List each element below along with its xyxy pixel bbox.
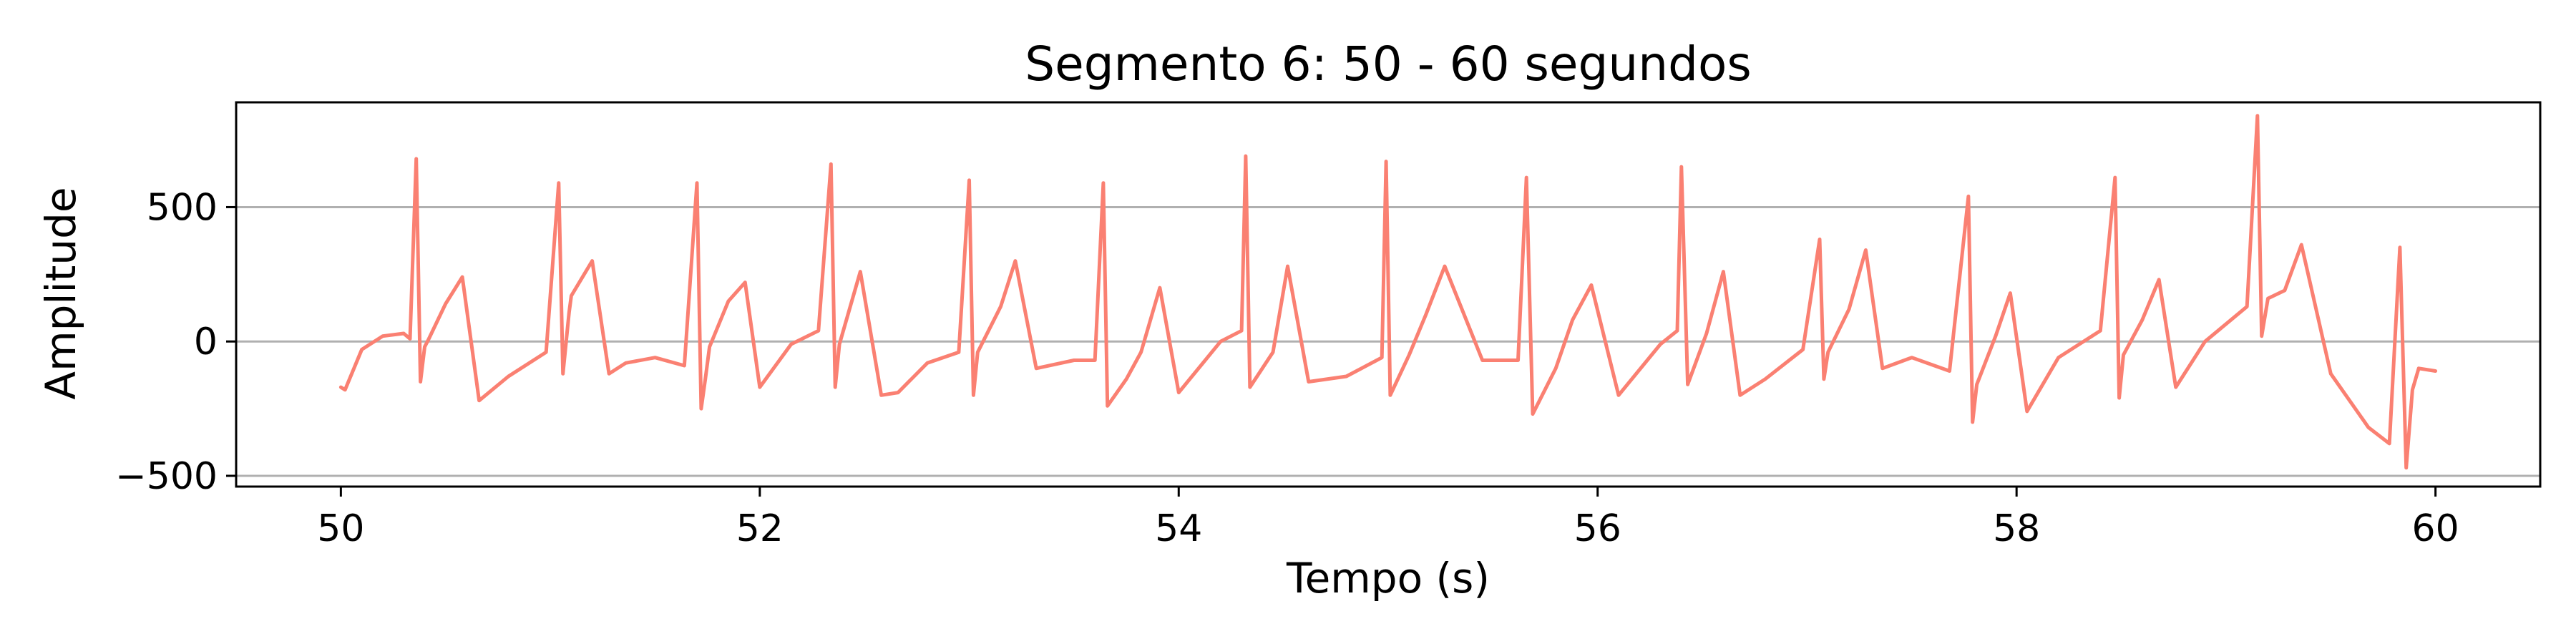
x-tick-label: 56 bbox=[1574, 507, 1621, 550]
y-tick-label: 0 bbox=[194, 321, 218, 364]
x-tick-label: 60 bbox=[2412, 507, 2459, 550]
x-axis: 50 52 54 56 58 60 bbox=[317, 487, 2459, 550]
y-tick-label: −500 bbox=[115, 455, 218, 498]
chart-title: Segmento 6: 50 - 60 segundos bbox=[1025, 36, 1752, 92]
x-tick-label: 52 bbox=[736, 507, 784, 550]
x-tick-label: 54 bbox=[1155, 507, 1202, 550]
x-tick-label: 58 bbox=[1993, 507, 2040, 550]
series-line bbox=[338, 114, 2438, 470]
y-tick-label: 500 bbox=[147, 186, 218, 229]
x-axis-label: Tempo (s) bbox=[1286, 554, 1490, 602]
y-axis-label: Amplitude bbox=[36, 187, 85, 399]
axes-frame bbox=[235, 101, 2542, 488]
y-axis: −500 0 500 bbox=[115, 186, 236, 498]
x-tick-label: 50 bbox=[317, 507, 364, 550]
